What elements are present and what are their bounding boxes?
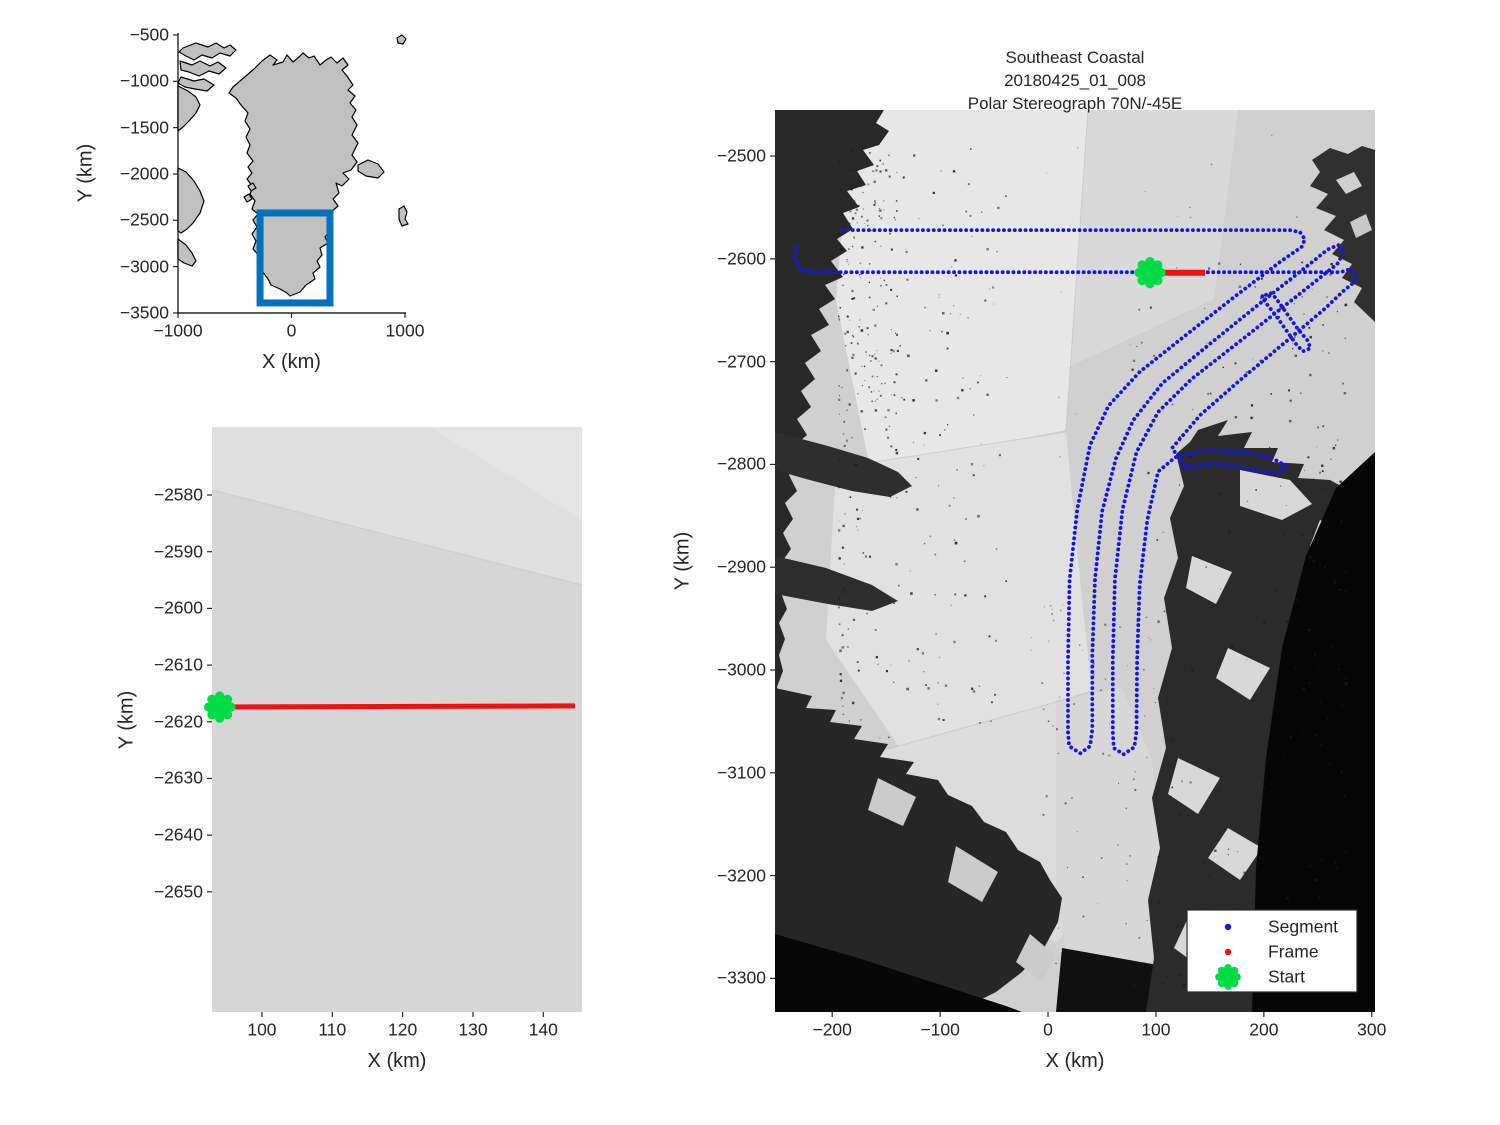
inset-region-box-layer	[256, 209, 334, 307]
satellite-mosaic	[775, 109, 1375, 1012]
overview-inset-graphics	[173, 33, 409, 318]
frame-plot-mosaic-tile	[212, 427, 582, 585]
terrain-speckles	[838, 134, 1348, 1001]
legend-marker-frame	[1224, 948, 1232, 956]
frame-plot-graphics	[204, 427, 583, 1017]
legend-marker-segment	[1224, 923, 1232, 931]
main-map-tick-marks	[770, 155, 1373, 1017]
start-marker	[204, 691, 236, 723]
segment-dotted-path	[792, 228, 1359, 757]
greenland-outline	[177, 34, 409, 297]
frame-plot-data-layer	[204, 691, 575, 723]
segment-dotted-path	[1259, 290, 1313, 354]
main-map-data-layer	[792, 228, 1359, 757]
frame-plot-mosaic-seam	[211, 489, 583, 586]
start-marker	[1134, 257, 1166, 289]
legend	[1186, 909, 1358, 993]
inset-tick-marks	[173, 34, 406, 318]
start-marker	[1215, 964, 1241, 990]
legend-box	[1186, 909, 1358, 993]
frame-line	[219, 703, 575, 710]
main-map-graphics	[770, 109, 1375, 1017]
frame-plot-mosaic-tile-bright	[430, 427, 582, 520]
frame-plot-tick-marks	[207, 494, 544, 1017]
region-box	[256, 209, 334, 307]
legend-markers	[1215, 923, 1241, 990]
